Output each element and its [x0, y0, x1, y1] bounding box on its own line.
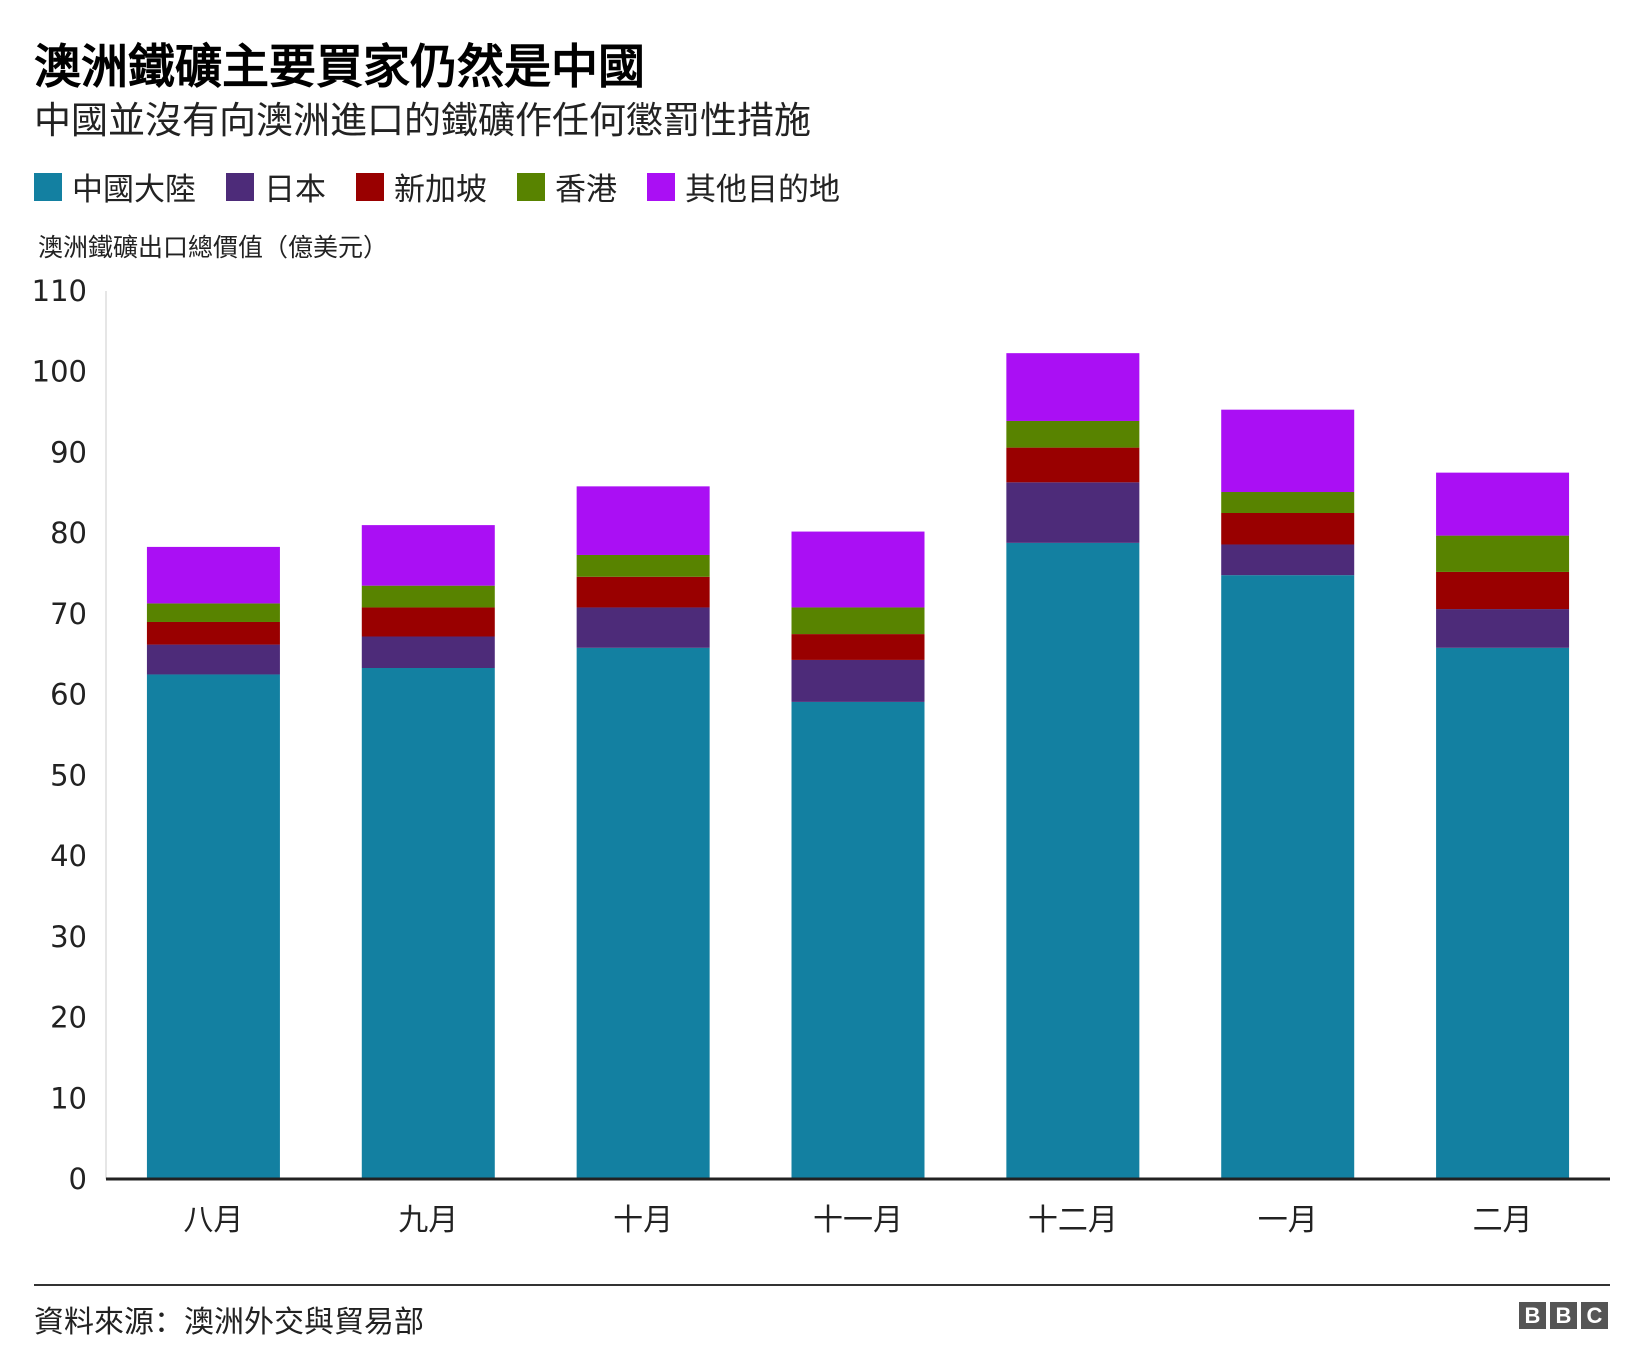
chart-subtitle: 中國並沒有向澳洲進口的鐵礦作任何懲罰性措施	[34, 99, 811, 142]
y-tick-label: 10	[50, 1081, 87, 1115]
y-tick-label: 50	[50, 758, 87, 792]
legend-label-hongkong: 香港	[555, 172, 617, 208]
legend-label-other: 其他目的地	[685, 172, 840, 208]
bar-segment	[1006, 542, 1140, 1179]
x-axis-ticks: 八月 九月 十月 十一月 十二月 一月 二月	[183, 1203, 1532, 1238]
y-tick-label: 90	[50, 435, 87, 469]
bar-segment	[1221, 492, 1355, 513]
bbc-logo-letter: B	[1550, 1302, 1577, 1329]
x-tick-label: 十月	[613, 1203, 673, 1238]
chart-legend: 中國大陸 日本 新加坡 香港 其他目的地	[34, 164, 870, 209]
bar-segment	[1006, 482, 1140, 543]
y-tick-label: 110	[32, 274, 87, 308]
bar-stacks	[146, 353, 1570, 1179]
legend-item-hongkong: 香港	[517, 164, 617, 209]
legend-swatch-china	[34, 172, 62, 201]
legend-label-singapore: 新加坡	[394, 172, 487, 208]
legend-item-other: 其他目的地	[647, 164, 840, 209]
bar-segment	[1221, 513, 1355, 545]
legend-swatch-hongkong	[517, 172, 545, 201]
footer-divider	[34, 1284, 1610, 1286]
y-axis-ticks: 0 10 20 30 40 50 60 70 80 90 100 110	[32, 274, 87, 1196]
bar-segment	[361, 607, 495, 637]
y-tick-label: 60	[50, 678, 87, 712]
bar-segment	[1436, 571, 1570, 610]
bar-segment	[1221, 409, 1355, 493]
y-axis-title: 澳洲鐵礦出口總價值（億美元）	[38, 233, 388, 262]
source-note: 資料來源：澳洲外交與貿易部	[34, 1305, 424, 1340]
bar-segment	[146, 674, 280, 1179]
bar-segment	[146, 644, 280, 675]
legend-label-china: 中國大陸	[72, 172, 196, 208]
y-tick-label: 80	[50, 516, 87, 550]
legend-swatch-singapore	[356, 172, 384, 201]
bar-segment	[791, 634, 925, 660]
bbc-logo: B B C	[1515, 1302, 1608, 1329]
x-tick-label: 九月	[398, 1203, 458, 1238]
legend-item-singapore: 新加坡	[356, 164, 487, 209]
bar-segment	[361, 585, 495, 608]
bar-segment	[361, 636, 495, 668]
bar-segment	[146, 621, 280, 645]
bar-segment	[146, 603, 280, 622]
legend-swatch-japan	[226, 172, 254, 201]
bar-segment	[791, 607, 925, 635]
x-tick-label: 一月	[1258, 1203, 1318, 1238]
y-tick-label: 20	[50, 1001, 87, 1035]
legend-label-japan: 日本	[264, 172, 326, 208]
y-tick-label: 100	[32, 355, 87, 389]
bar-segment	[1436, 472, 1570, 536]
x-tick-label: 十二月	[1028, 1203, 1118, 1238]
bar-segment	[361, 667, 495, 1179]
bar-segment	[1221, 575, 1355, 1179]
y-tick-label: 70	[50, 597, 87, 631]
bar-segment	[576, 576, 710, 608]
legend-swatch-other	[647, 172, 675, 201]
stacked-bar-chart: 澳洲鐵礦出口總價值（億美元） 0 10 20 30 40 50 60 70 80 90 100 110…	[32, 233, 1610, 1238]
bar-segment	[1006, 353, 1140, 421]
bar-segment	[1436, 535, 1570, 572]
bar-segment	[791, 701, 925, 1179]
bar-segment	[1221, 544, 1355, 576]
bar-segment	[576, 607, 710, 648]
bar-segment	[1006, 447, 1140, 483]
bar-segment	[576, 554, 710, 577]
chart-title: 澳洲鐵礦主要買家仍然是中國	[34, 40, 645, 95]
bbc-logo-letter: C	[1581, 1302, 1608, 1329]
bar-segment	[1006, 420, 1140, 448]
x-tick-label: 二月	[1473, 1203, 1533, 1238]
bar-segment	[576, 486, 710, 555]
bar-segment	[791, 659, 925, 702]
bar-segment	[1436, 609, 1570, 648]
legend-item-japan: 日本	[226, 164, 326, 209]
bar-segment	[791, 531, 925, 608]
bar-segment	[576, 647, 710, 1179]
bar-segment	[361, 525, 495, 586]
bar-segment	[1436, 647, 1570, 1179]
legend-item-china: 中國大陸	[34, 164, 196, 209]
y-tick-label: 30	[50, 920, 87, 954]
y-tick-label: 0	[69, 1162, 87, 1196]
bar-segment	[146, 546, 280, 604]
bbc-logo-letter: B	[1519, 1302, 1546, 1329]
x-tick-label: 八月	[183, 1203, 243, 1238]
x-tick-label: 十一月	[813, 1203, 903, 1238]
y-tick-label: 40	[50, 839, 87, 873]
